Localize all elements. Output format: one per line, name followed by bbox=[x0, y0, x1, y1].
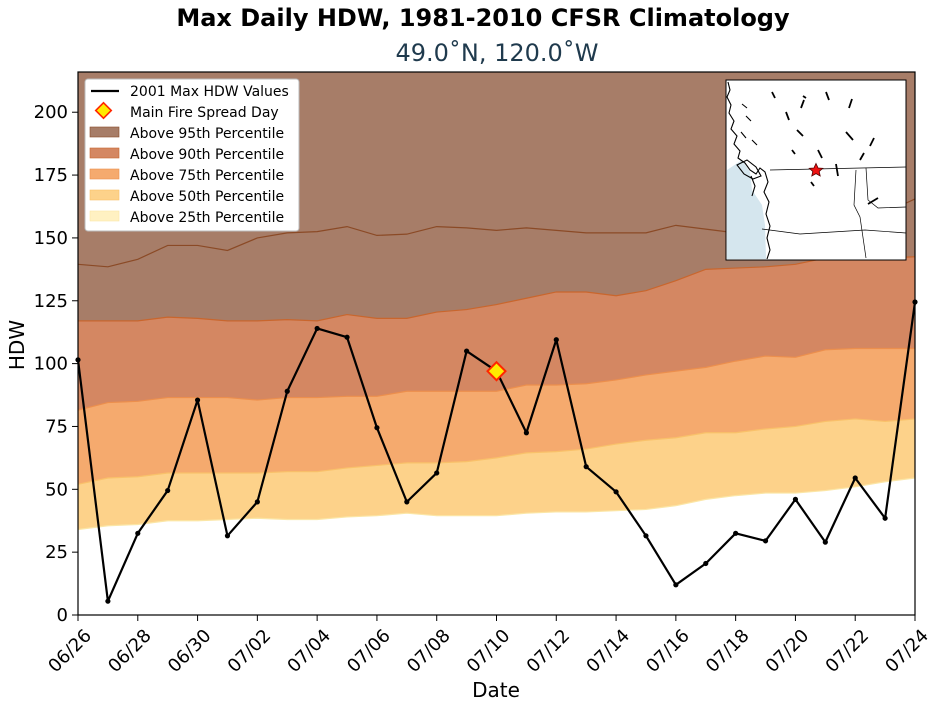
y-tick-label: 125 bbox=[34, 291, 68, 312]
y-tick-label: 50 bbox=[45, 479, 68, 500]
series-point bbox=[165, 487, 171, 494]
series-point bbox=[703, 560, 709, 567]
chart-subtitle: 49.0˚N, 120.0˚W bbox=[395, 39, 598, 67]
legend-swatch-p90 bbox=[89, 147, 120, 159]
x-tick-label: 06/26 bbox=[44, 625, 96, 677]
x-tick-label: 07/18 bbox=[702, 625, 754, 677]
lakes bbox=[771, 91, 879, 205]
legend-label: Above 75th Percentile bbox=[130, 168, 284, 184]
legend-swatch-p95 bbox=[89, 126, 120, 138]
y-axis-label: HDW bbox=[5, 320, 29, 370]
x-tick-label: 07/08 bbox=[403, 625, 455, 677]
legend-swatch-p75 bbox=[89, 168, 120, 180]
y-tick-label: 150 bbox=[34, 228, 68, 249]
series-point bbox=[613, 489, 619, 495]
band-below-25th bbox=[78, 477, 915, 615]
x-tick-label: 07/22 bbox=[822, 625, 874, 677]
legend-label: Above 50th Percentile bbox=[130, 189, 284, 205]
x-tick-label: 07/24 bbox=[881, 625, 933, 677]
series-point bbox=[733, 530, 739, 536]
legend: 2001 Max HDW Values Main Fire Spread Day… bbox=[84, 78, 300, 232]
series-point bbox=[762, 538, 769, 544]
x-tick-label: 07/14 bbox=[582, 625, 634, 677]
x-tick-label: 07/12 bbox=[523, 625, 575, 677]
borders bbox=[761, 166, 907, 259]
series-point bbox=[314, 325, 320, 332]
y-tick-label: 175 bbox=[34, 165, 68, 186]
x-tick-label: 07/02 bbox=[224, 625, 276, 677]
series-point bbox=[852, 475, 858, 481]
series-point bbox=[224, 533, 231, 539]
x-tick-label: 07/06 bbox=[343, 625, 395, 677]
chart-title: Max Daily HDW, 1981-2010 CFSR Climatolog… bbox=[176, 4, 790, 32]
band-edge-line bbox=[77, 477, 916, 531]
legend-label: Above 95th Percentile bbox=[130, 126, 284, 142]
x-tick-label: 07/16 bbox=[642, 625, 694, 677]
series-point bbox=[194, 397, 201, 403]
series-point bbox=[254, 499, 260, 505]
legend-diamond-swatch bbox=[94, 101, 113, 120]
series-point bbox=[523, 430, 529, 436]
series-point bbox=[882, 515, 888, 521]
y-tick-label: 25 bbox=[45, 542, 68, 563]
x-tick-label: 07/04 bbox=[283, 625, 335, 677]
band-edge-line bbox=[77, 418, 916, 485]
series-point bbox=[404, 499, 410, 505]
legend-label: Above 90th Percentile bbox=[130, 147, 284, 163]
x-tick-label: 06/30 bbox=[164, 625, 216, 677]
legend-label: Above 25th Percentile bbox=[130, 210, 284, 226]
series-point bbox=[374, 425, 380, 431]
legend-box bbox=[84, 78, 300, 232]
inset-map bbox=[725, 79, 907, 261]
series-point bbox=[643, 533, 649, 539]
y-tick-label: 0 bbox=[57, 605, 68, 626]
series-point bbox=[822, 539, 828, 545]
series-point bbox=[105, 598, 111, 604]
y-tick-label: 200 bbox=[34, 102, 68, 123]
band-edge-line bbox=[78, 256, 916, 322]
series-point bbox=[344, 334, 350, 340]
legend-swatch-p25 bbox=[89, 210, 120, 222]
series-point bbox=[583, 464, 589, 470]
red-star-icon bbox=[808, 162, 824, 177]
series-point bbox=[284, 388, 290, 394]
series-point bbox=[673, 582, 679, 588]
ocean-area bbox=[727, 160, 766, 259]
series-point bbox=[135, 530, 141, 536]
legend-label: Main Fire Spread Day bbox=[130, 105, 279, 121]
series-point bbox=[792, 496, 799, 502]
coastline bbox=[726, 81, 771, 260]
legend-label: 2001 Max HDW Values bbox=[130, 84, 289, 100]
legend-swatch-p50 bbox=[89, 189, 120, 201]
series-point bbox=[464, 348, 470, 354]
x-tick-label: 07/10 bbox=[463, 625, 515, 677]
y-tick-label: 100 bbox=[34, 354, 68, 375]
y-tick-label: 75 bbox=[45, 416, 68, 437]
band-edge-line bbox=[77, 347, 915, 411]
series-point bbox=[434, 470, 440, 476]
series-point bbox=[553, 337, 559, 343]
main-fire-spread-marker bbox=[486, 360, 507, 382]
x-tick-label: 06/28 bbox=[104, 625, 156, 677]
x-axis-label: Date bbox=[472, 678, 520, 702]
x-tick-label: 07/20 bbox=[762, 625, 814, 677]
